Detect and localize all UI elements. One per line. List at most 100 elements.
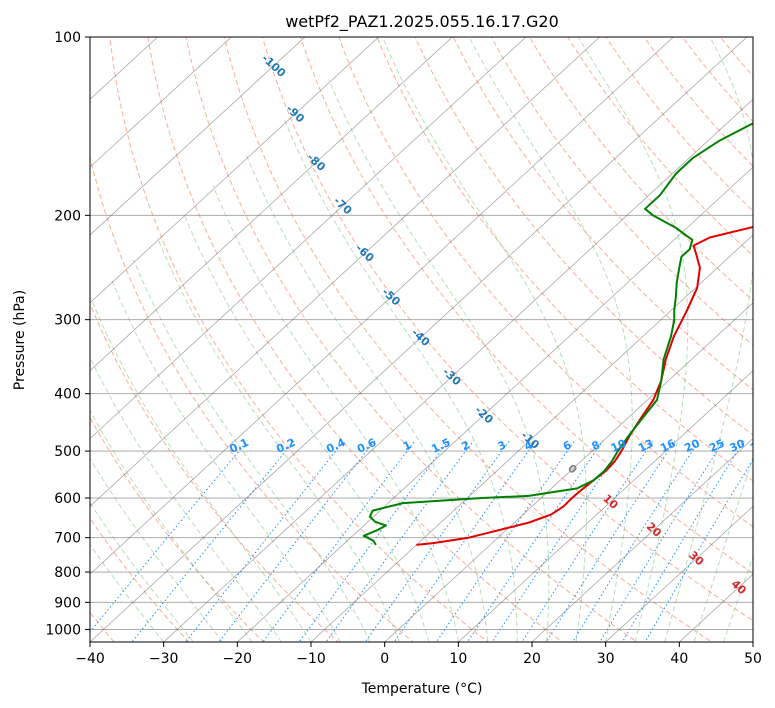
moist-adiabat [183,212,430,642]
isotherm-line [90,37,601,507]
x-tick-label: 30 [597,651,615,667]
isotherm-line [163,98,753,642]
isotherm-line [236,166,753,642]
moist-adiabat [577,37,689,642]
x-tick-label: 20 [523,651,541,667]
y-axis-label: Pressure (hPa) [12,290,28,390]
mixing-ratio-line [621,440,745,642]
mixing-ratio-line [644,458,753,642]
y-tick-label: 400 [54,387,81,403]
y-tick-label: 1000 [45,622,81,638]
moist-adiabat [91,299,312,642]
isotherm-line [384,302,753,642]
x-tick-label: −30 [149,651,179,667]
mixing-ratio-line [298,440,450,642]
background-lines [90,37,753,642]
isotherm-line [457,370,753,642]
mixing-ratio-label: 20 [682,437,702,455]
x-tick-label: 40 [670,651,688,667]
moist-adiabat [90,409,253,642]
mixing-ratio-line [521,440,654,642]
y-tick-label: 200 [54,208,81,224]
dry-adiabat [90,302,340,642]
moist-adiabat [468,37,633,642]
moist-adiabat [328,79,550,642]
x-tick-label: 0 [380,651,389,667]
isotherm-line [531,437,753,642]
dewpoint-profile [362,122,753,546]
moist-adiabat [156,237,400,642]
mixing-ratio-line [90,440,248,633]
dry-adiabat [414,37,753,436]
mixing-ratio-label: 0.2 [274,436,297,456]
isotherm-line [90,37,453,372]
moist-adiabat [90,501,194,642]
y-tick-label: 500 [54,444,81,460]
isotherm-line [90,37,159,100]
mixing-ratio-label: 0.1 [227,436,250,456]
dry-adiabat [338,37,753,528]
chart-title: wetPf2_PAZ1.2025.055.16.17.G20 [285,12,559,32]
dry-adiabat [90,154,414,642]
mixing-ratio-line [185,440,345,642]
x-tick-label: 50 [744,651,762,667]
dry-adiabat [147,37,564,642]
temperature-profile [416,225,753,546]
mixing-ratio-line [364,440,510,642]
y-tick-label: 300 [54,313,81,329]
y-tick-label: 800 [54,565,81,581]
x-tick-label: 10 [449,651,467,667]
isotherm-line [90,37,674,575]
dry-adiabat [719,37,753,77]
isotherm-line [90,37,232,168]
mixing-ratio-line [435,440,576,642]
mixing-ratio-label: 0.4 [324,436,347,456]
moist-adiabat [284,119,518,642]
mixing-ratio-line [466,440,604,642]
dry-adiabat [185,37,638,642]
y-tick-label: 100 [54,30,81,46]
moist-adiabat [245,154,489,642]
mixing-ratio-line [325,440,474,642]
mixing-ratio-line [131,440,295,642]
dry-adiabat [223,37,713,642]
moist-adiabat [664,37,753,642]
mixing-ratio-label: 36 [748,437,768,455]
dry-adiabat [452,37,753,391]
x-tick-label: −40 [75,651,105,667]
mixing-ratio-label: 30 [728,437,748,455]
isotherm-line [605,505,753,642]
dry-adiabat [643,37,753,168]
dry-adiabat [109,37,489,642]
mixing-ratio-label: 13 [636,437,655,455]
mixing-ratio-label: 25 [707,437,726,455]
dry-adiabat [90,517,190,642]
mixing-ratio-label: 10 [609,437,629,455]
isobar-grid [90,37,753,630]
mixing-ratio-label: 1.5 [429,436,452,456]
moist-adiabat [212,185,459,642]
mixing-ratio-line [218,440,376,642]
isotherm-line [90,37,748,642]
dry-adiabat [490,37,753,346]
dry-adiabat [376,37,753,482]
dry-adiabat [567,37,753,257]
dry-adiabat [300,37,753,574]
moist-adiabat [133,259,371,642]
profile-lines [362,122,753,546]
adiabat-label: 0 [565,462,580,477]
mixing-ratio-line [262,440,416,642]
x-tick-label: −20 [223,651,253,667]
moist-adiabat [111,280,341,642]
y-tick-label: 900 [54,595,81,611]
dry-adiabat [529,37,753,301]
mixing-ratio-line [599,440,725,642]
dry-adiabat [605,37,753,212]
moist-adiabat [723,555,753,642]
moist-adiabat [90,543,165,642]
moist-adiabat [90,356,282,642]
x-tick-label: −10 [296,651,326,667]
mixing-ratio-line [545,440,676,642]
x-axis-label: Temperature (°C) [361,681,483,697]
